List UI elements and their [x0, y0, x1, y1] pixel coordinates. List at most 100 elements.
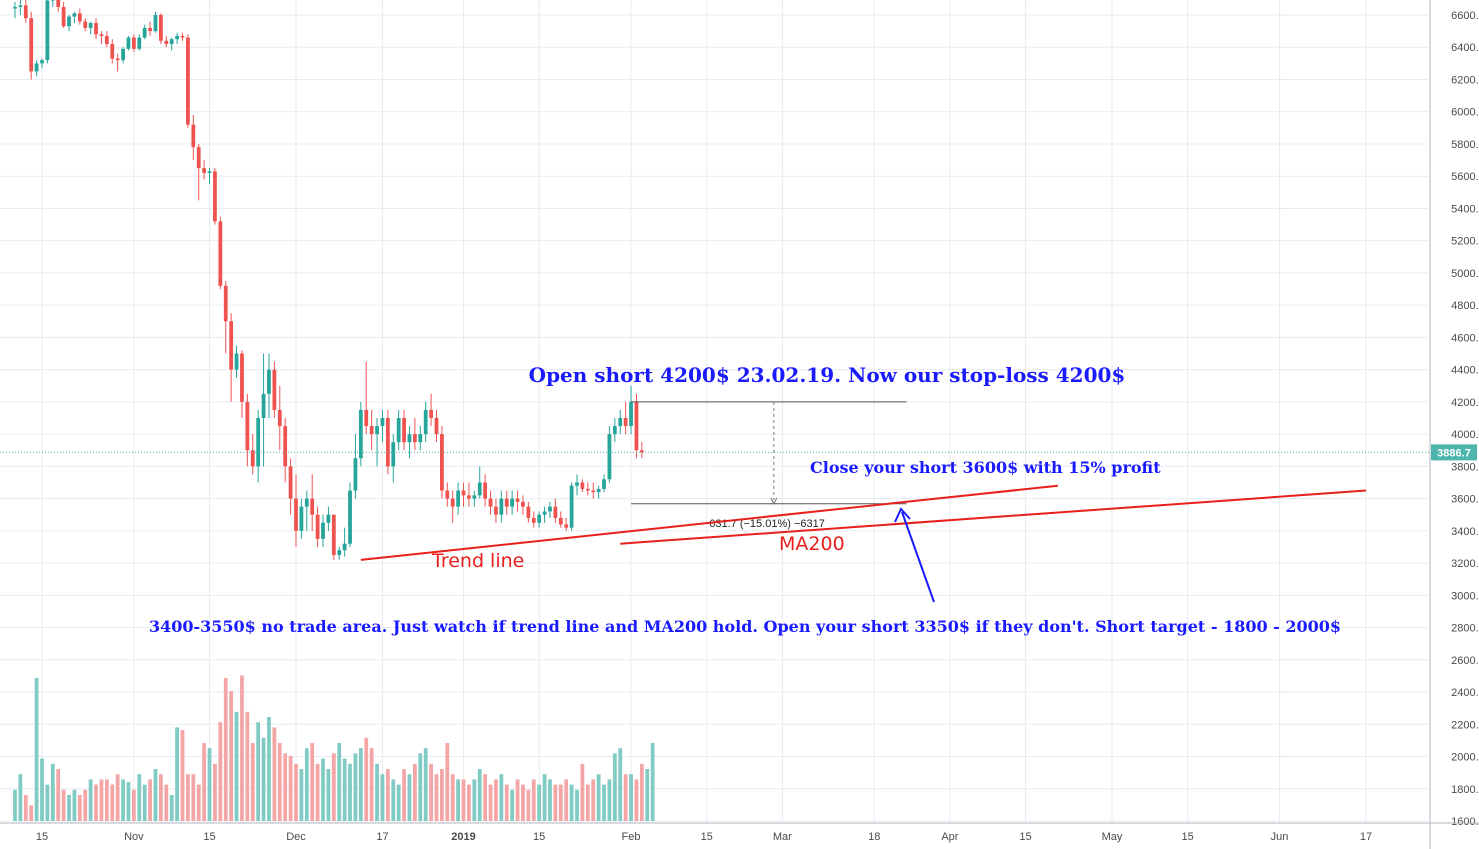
candle-body: [207, 171, 212, 173]
candle-body: [267, 369, 271, 394]
candle-body: [369, 426, 374, 435]
candle-body: [13, 6, 17, 9]
y-tick-label: 3800.0: [1451, 461, 1479, 473]
volume-bar: [472, 779, 477, 821]
y-tick-label: 1800.0: [1451, 784, 1479, 796]
y-tick-label: 2000.0: [1451, 752, 1479, 764]
y-tick-label: 6200.0: [1451, 74, 1479, 86]
volume-bar: [321, 758, 325, 821]
volume-bar: [45, 784, 50, 821]
volume-bar: [83, 789, 88, 821]
candle-body: [56, 0, 61, 7]
candle-body: [499, 498, 504, 515]
volume-bar: [240, 675, 244, 821]
volume-bar: [634, 779, 639, 821]
candle-body: [456, 490, 461, 507]
x-tick-label: May: [1102, 831, 1123, 843]
volume-bar: [213, 763, 217, 821]
volume-bar: [515, 779, 520, 821]
volume-bar: [40, 758, 44, 821]
volume-bar: [548, 779, 552, 821]
candle-body: [591, 490, 596, 493]
candle-body: [213, 171, 217, 222]
candle-body: [234, 353, 239, 370]
no-trade-annotation[interactable]: 3400-3550$ no trade area. Just watch if …: [149, 617, 1341, 636]
volume-bar: [310, 743, 315, 821]
candle-body: [304, 498, 309, 507]
candle-body: [407, 434, 412, 443]
candle-body: [45, 0, 50, 61]
volume-bar: [575, 789, 579, 821]
candle-body: [548, 506, 552, 512]
volume-bar: [50, 763, 55, 821]
volume-bar: [288, 756, 293, 821]
volume-bar: [23, 795, 28, 821]
open-short-annotation[interactable]: Open short 4200$ 23.02.19. Now our stop-…: [529, 363, 1126, 387]
candle-body: [288, 466, 293, 499]
volume-bar: [245, 711, 250, 821]
volume-bar: [229, 691, 234, 821]
candle-body: [148, 27, 152, 32]
candle-body: [77, 13, 82, 22]
candle-body: [607, 434, 612, 480]
volume-bar: [607, 779, 612, 821]
volume-bar: [553, 784, 558, 821]
candle-body: [472, 495, 477, 499]
candle-body: [331, 514, 336, 556]
candle-body: [602, 479, 606, 489]
candle-body: [477, 482, 482, 496]
candle-body: [531, 517, 536, 523]
y-tick-label: 4200.0: [1451, 397, 1479, 409]
candle-body: [115, 58, 120, 61]
trend-line-label[interactable]: Trend line: [431, 550, 524, 572]
volume-bar: [304, 748, 309, 821]
volume-bar: [283, 753, 288, 821]
volume-bar: [488, 784, 493, 821]
measure-arrow-head: [770, 497, 778, 505]
candle-body: [537, 514, 542, 523]
volume-bar: [267, 717, 271, 821]
y-tick-label: 4600.0: [1451, 332, 1479, 344]
volume-bar: [461, 779, 466, 821]
volume-bars: [13, 675, 655, 821]
candle-body: [391, 442, 396, 467]
ma200-label[interactable]: MA200: [779, 533, 845, 555]
volume-bar: [526, 789, 531, 821]
volume-bar: [61, 789, 66, 821]
volume-bar: [483, 774, 488, 821]
volume-bar: [612, 753, 617, 821]
candle-body: [121, 48, 125, 61]
y-tick-label: 4800.0: [1451, 300, 1479, 312]
candle-body: [639, 450, 644, 453]
volume-bar: [72, 789, 77, 821]
volume-bar: [391, 779, 396, 821]
candle-body: [596, 488, 601, 493]
volume-bar: [277, 743, 282, 821]
x-tick-label: Nov: [124, 831, 144, 843]
candle-body: [40, 60, 44, 64]
candle-body: [158, 15, 163, 41]
y-tick-label: 2800.0: [1451, 623, 1479, 635]
candle-body: [61, 6, 66, 27]
volume-bar: [99, 779, 104, 821]
close-short-annotation[interactable]: Close your short 3600$ with 15% profit: [810, 458, 1161, 477]
volume-bar: [353, 753, 358, 821]
candle-body: [504, 498, 509, 507]
candle-body: [18, 5, 23, 7]
y-tick-label: 2600.0: [1451, 655, 1479, 667]
candle-body: [164, 40, 169, 45]
volume-bar: [299, 769, 304, 821]
x-tick-label: 15: [36, 831, 48, 843]
volume-bar: [375, 763, 379, 821]
volume-bar: [88, 779, 93, 821]
y-tick-label: 2400.0: [1451, 687, 1479, 699]
volume-bar: [342, 758, 347, 821]
volume-bar: [191, 774, 196, 821]
y-tick-label: 3200.0: [1451, 558, 1479, 570]
volume-bar: [602, 784, 606, 821]
volume-bar: [418, 753, 423, 821]
candle-body: [34, 63, 39, 72]
candle-body: [418, 434, 423, 443]
